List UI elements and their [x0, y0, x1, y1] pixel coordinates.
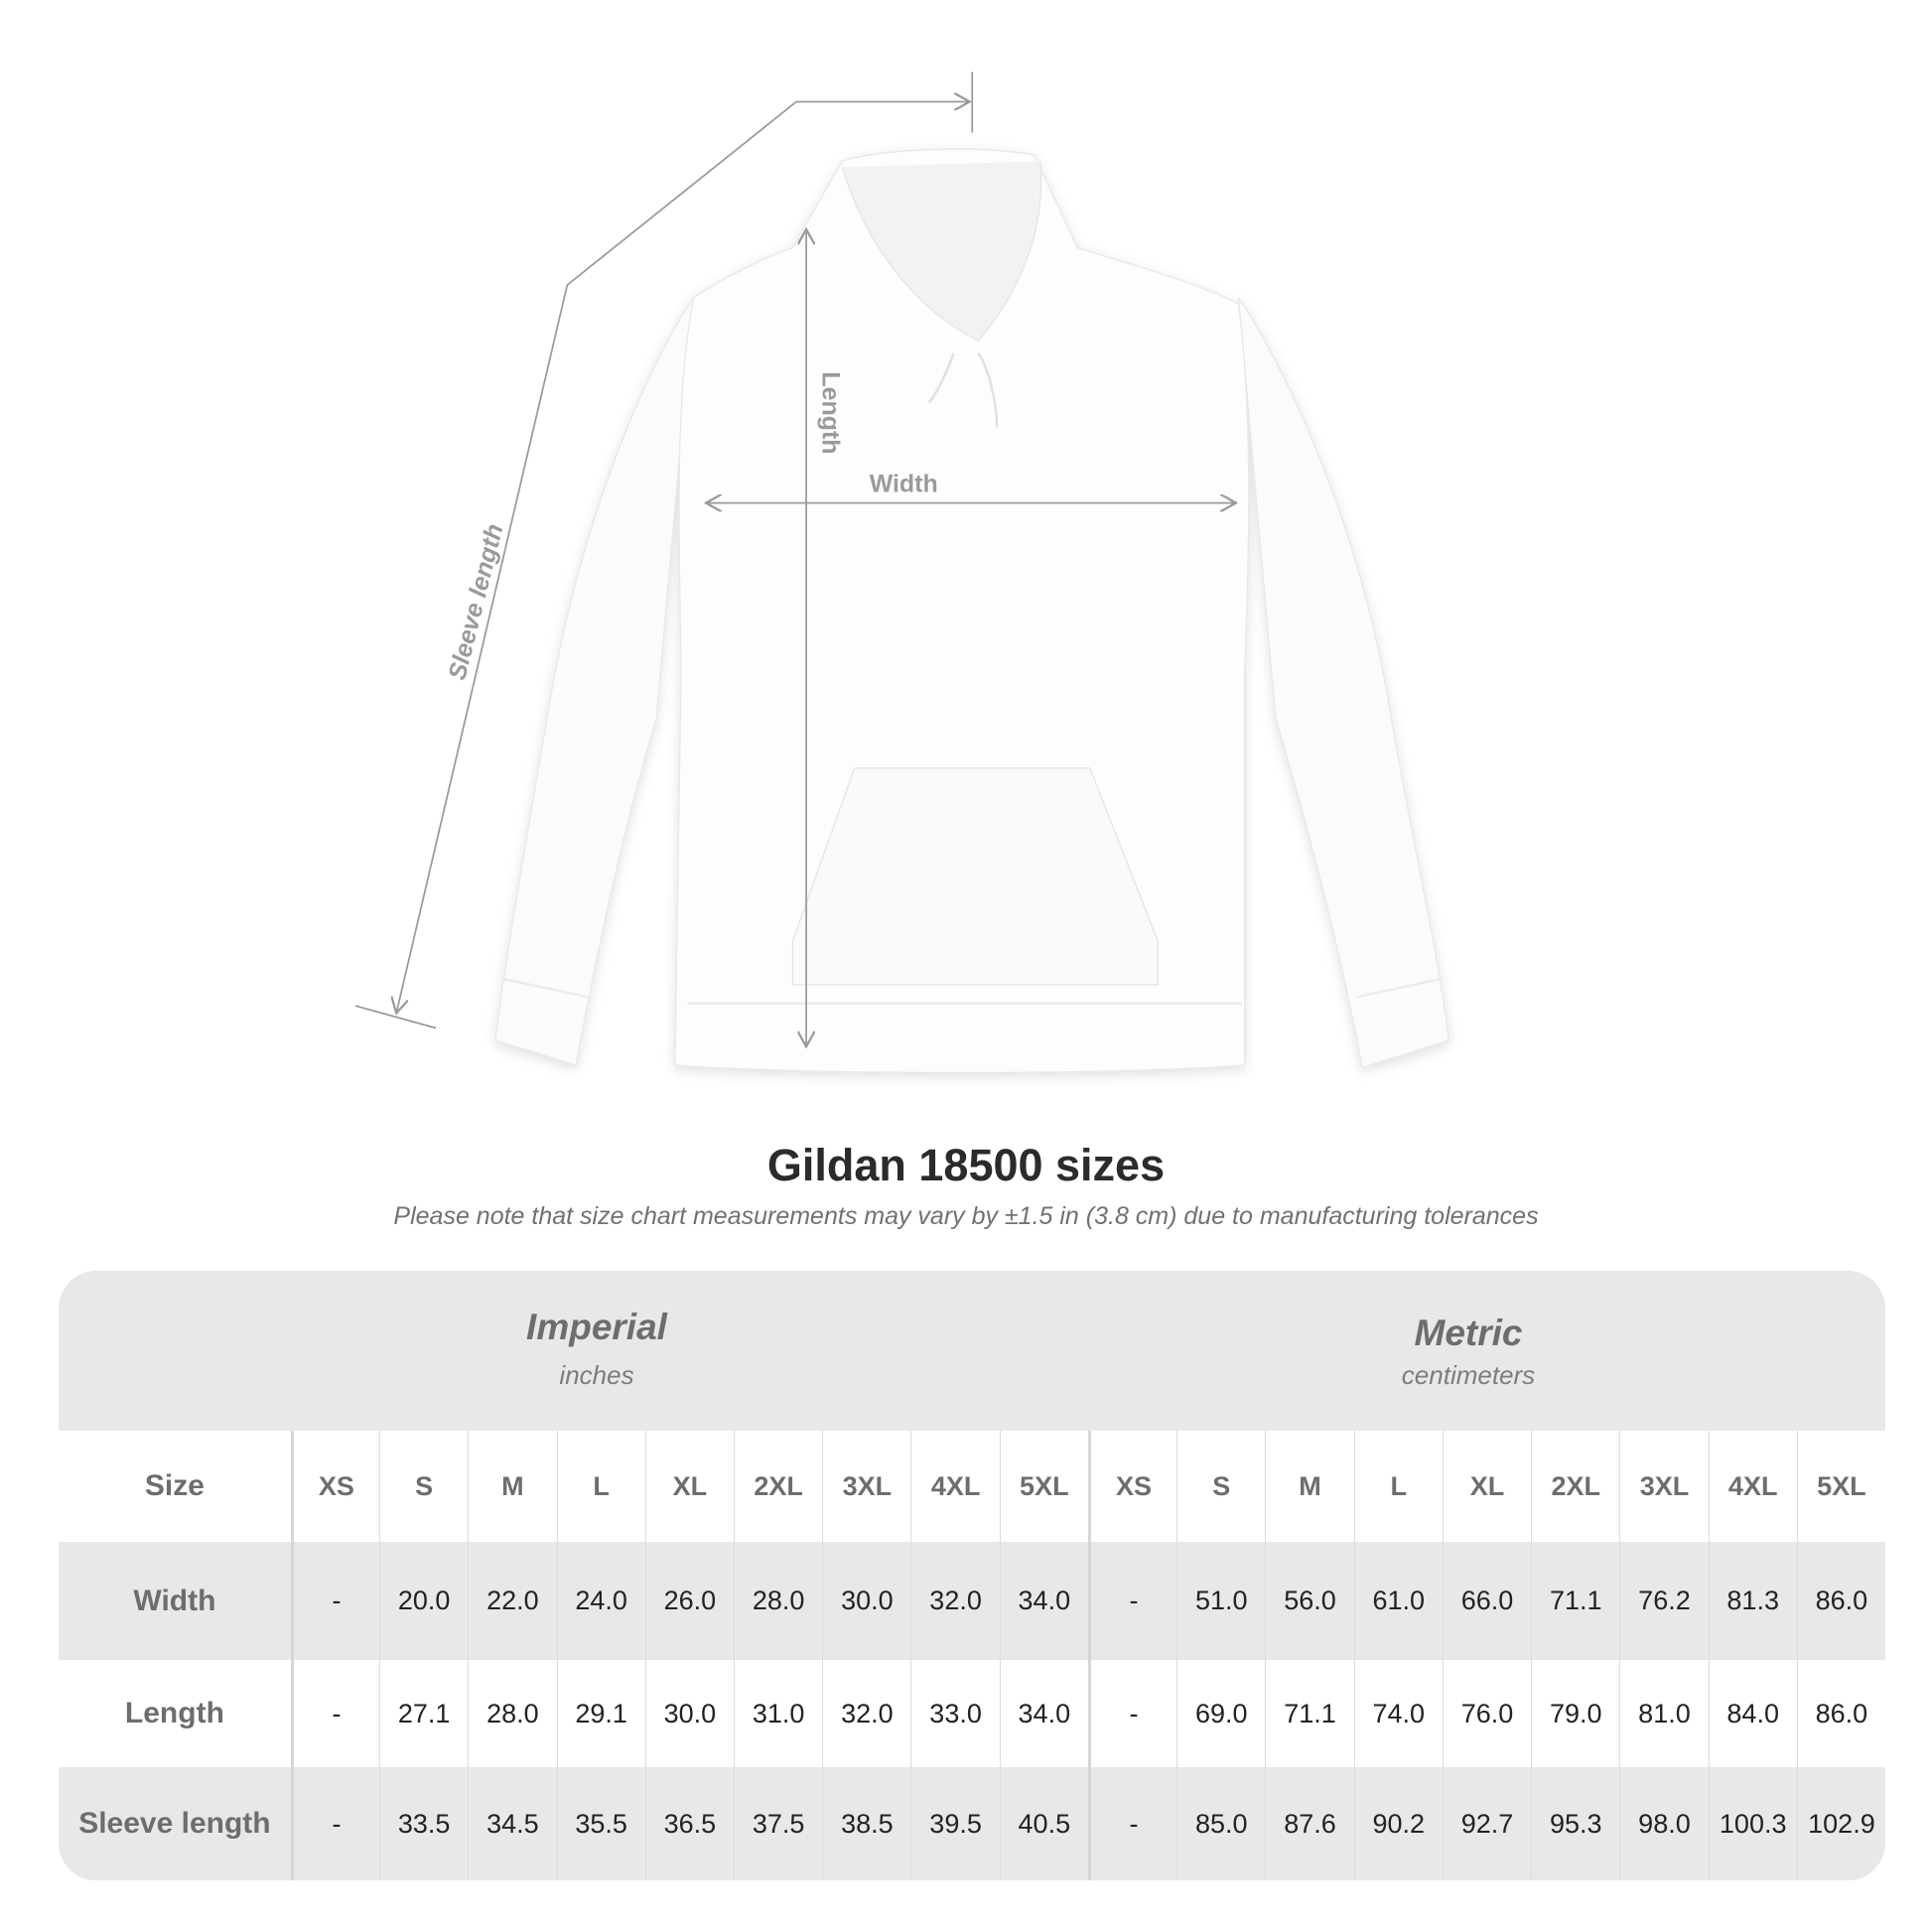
table-row-sleeve-length: Sleeve length -33.5 34.5 35.5 36.5 37.5 38.5 39… — [59, 1767, 1885, 1880]
value-cell: 29.1 — [556, 1660, 645, 1767]
size-header-cell: 2XL — [1531, 1431, 1619, 1542]
value-cell: 39.5 — [910, 1767, 999, 1880]
value-cell: - — [290, 1660, 379, 1767]
value-cell: 76.2 — [1619, 1542, 1708, 1660]
sleeve-length-label: Sleeve length — [443, 521, 508, 683]
size-header-row: Size XS S M L XL 2XL 3XL 4XL 5XL XS S M L XL 2XL 3XL 4XL 5… — [59, 1431, 1885, 1542]
value-cell: 28.0 — [468, 1660, 556, 1767]
value-cell: 81.0 — [1619, 1660, 1708, 1767]
hoodie-image — [494, 148, 1450, 1074]
size-header-cell: XS — [1087, 1431, 1176, 1542]
size-header-cell: M — [1265, 1431, 1353, 1542]
row-label: Length — [124, 1697, 224, 1729]
size-header-cell: S — [379, 1431, 468, 1542]
value-cell: 85.0 — [1176, 1767, 1265, 1880]
size-header-cell: XL — [644, 1431, 734, 1542]
value-cell: 35.5 — [556, 1767, 645, 1880]
size-header-cell: 2XL — [734, 1431, 822, 1542]
value-cell: 40.5 — [999, 1767, 1088, 1880]
value-cell: - — [1087, 1660, 1176, 1767]
hoodie-illustration: Length Width Sleeve length — [354, 71, 1450, 1074]
table-row-length: Length -27.1 28.0 29.1 30.0 31.0 32.0 33.0 34.0-… — [59, 1660, 1885, 1767]
value-cell: 34.0 — [999, 1660, 1088, 1767]
imperial-unit: inches — [559, 1360, 634, 1390]
value-cell: 33.0 — [910, 1660, 999, 1767]
value-cell: 69.0 — [1176, 1660, 1265, 1767]
sleeve-length-line — [396, 101, 970, 1013]
size-header-cell: 5XL — [1796, 1431, 1885, 1542]
value-cell: 30.0 — [644, 1660, 734, 1767]
value-cell: 102.9 — [1796, 1767, 1885, 1880]
value-cell: 56.0 — [1265, 1542, 1353, 1660]
value-cell: 27.1 — [379, 1660, 468, 1767]
value-cell: 66.0 — [1442, 1542, 1531, 1660]
width-label: Width — [870, 470, 938, 497]
value-cell: 31.0 — [734, 1660, 822, 1767]
size-header-cell: 4XL — [910, 1431, 999, 1542]
value-cell: 37.5 — [734, 1767, 822, 1880]
value-cell: 34.5 — [468, 1767, 556, 1880]
value-cell: 71.1 — [1531, 1542, 1619, 1660]
metric-unit: centimeters — [1401, 1360, 1536, 1390]
value-cell: 38.5 — [822, 1767, 910, 1880]
size-header-cell: L — [1353, 1431, 1443, 1542]
size-header-cell: XS — [290, 1431, 379, 1542]
value-cell: 36.5 — [644, 1767, 734, 1880]
size-header-cell: M — [468, 1431, 556, 1542]
imperial-title: Imperial — [526, 1307, 667, 1347]
value-cell: 61.0 — [1353, 1542, 1443, 1660]
value-cell: 84.0 — [1708, 1660, 1797, 1767]
size-header-cell: S — [1176, 1431, 1265, 1542]
value-cell: 95.3 — [1531, 1767, 1619, 1880]
size-chart-table: Imperial inches Metric centimeters Size X… — [59, 1271, 1885, 1880]
size-header-cell: 3XL — [822, 1431, 910, 1542]
value-cell: 86.0 — [1796, 1542, 1885, 1660]
value-cell: 100.3 — [1708, 1767, 1797, 1880]
value-cell: 34.0 — [999, 1542, 1088, 1660]
value-cell: 30.0 — [822, 1542, 910, 1660]
value-cell: 81.3 — [1708, 1542, 1797, 1660]
value-cell: 90.2 — [1353, 1767, 1443, 1880]
value-cell: 28.0 — [734, 1542, 822, 1660]
size-header-cell: 3XL — [1619, 1431, 1708, 1542]
value-cell: - — [1087, 1542, 1176, 1660]
sleeve-bottom-tick — [354, 1005, 437, 1030]
size-header-cell: 5XL — [999, 1431, 1088, 1542]
value-cell: 79.0 — [1531, 1660, 1619, 1767]
tolerance-note: Please note that size chart measurements… — [393, 1202, 1539, 1230]
row-label: Sleeve length — [78, 1807, 271, 1840]
value-cell: 98.0 — [1619, 1767, 1708, 1880]
value-cell: 20.0 — [379, 1542, 468, 1660]
size-header-cell: 4XL — [1708, 1431, 1797, 1542]
value-cell: - — [290, 1767, 379, 1880]
value-cell: 51.0 — [1176, 1542, 1265, 1660]
units-header: Imperial inches Metric centimeters — [59, 1271, 1885, 1431]
size-header-cell: L — [556, 1431, 645, 1542]
value-cell: 87.6 — [1265, 1767, 1353, 1880]
value-cell: 32.0 — [910, 1542, 999, 1660]
row-label: Size — [144, 1469, 205, 1502]
length-label: Length — [816, 371, 844, 454]
value-cell: 71.1 — [1265, 1660, 1353, 1767]
value-cell: - — [1087, 1767, 1176, 1880]
size-header-cell: XL — [1442, 1431, 1531, 1542]
value-cell: - — [290, 1542, 379, 1660]
table-row-width: Width -20.0 22.0 24.0 26.0 28.0 30.0 32.0 34.0-5… — [59, 1542, 1885, 1660]
value-cell: 74.0 — [1353, 1660, 1443, 1767]
metric-title: Metric — [1414, 1312, 1523, 1353]
page-title: Gildan 18500 sizes — [766, 1140, 1166, 1190]
value-cell: 24.0 — [556, 1542, 645, 1660]
value-cell: 33.5 — [379, 1767, 468, 1880]
value-cell: 32.0 — [822, 1660, 910, 1767]
value-cell: 26.0 — [644, 1542, 734, 1660]
value-cell: 22.0 — [468, 1542, 556, 1660]
row-label: Width — [133, 1584, 216, 1617]
value-cell: 92.7 — [1442, 1767, 1531, 1880]
value-cell: 86.0 — [1796, 1660, 1885, 1767]
value-cell: 76.0 — [1442, 1660, 1531, 1767]
